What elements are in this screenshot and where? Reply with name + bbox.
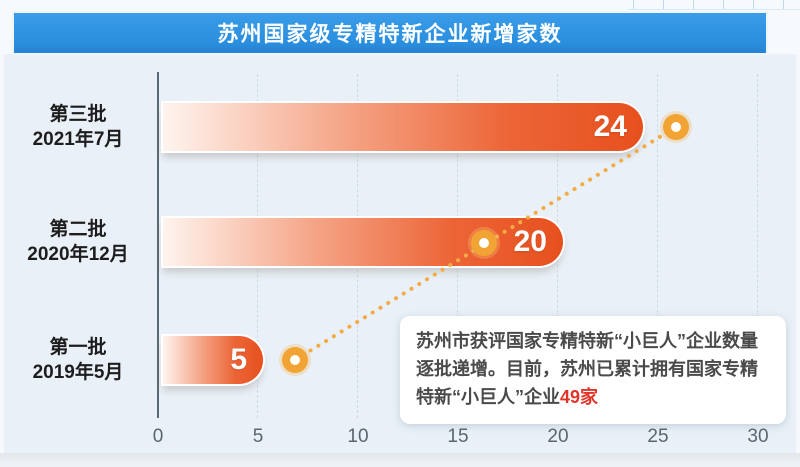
x-tick-15: 15 [447, 426, 469, 447]
bar-value-label: 24 [593, 110, 627, 143]
category-label-batch2: 第二批 2020年12月 [2, 217, 154, 267]
bar-batch1: 5 [163, 336, 263, 384]
annotation-highlight: 49家 [560, 386, 599, 407]
batch-name: 第二批 [49, 219, 107, 240]
trend-marker-batch3 [663, 114, 689, 140]
cropped-grid-artifact [628, 0, 800, 10]
gridline [757, 74, 758, 418]
batch-name: 第一批 [49, 337, 107, 358]
annotation-box: 苏州市获评国家专精特新“小巨人”企业数量逐批递增。目前，苏州已累计拥有国家专精特… [400, 316, 786, 424]
x-tick-30: 30 [747, 426, 769, 447]
bottom-strip [0, 453, 800, 467]
batch-date: 2020年12月 [27, 244, 129, 265]
annotation-text: 苏州市获评国家专精特新“小巨人”企业数量逐批递增。目前，苏州已累计拥有国家专精特… [416, 331, 758, 407]
category-label-batch3: 第三批 2021年7月 [2, 102, 154, 152]
bar-batch3: 24 [163, 103, 643, 151]
x-tick-5: 5 [252, 426, 264, 447]
trend-marker-batch2 [471, 230, 497, 256]
bar-value-label: 20 [513, 225, 547, 258]
y-axis-line [157, 72, 159, 418]
bar-batch2: 20 [163, 218, 563, 266]
batch-name: 第三批 [49, 104, 107, 125]
batch-date: 2019年5月 [32, 362, 124, 383]
batch-date: 2021年7月 [32, 129, 124, 150]
trend-marker-batch1 [282, 347, 308, 373]
chart-title-banner: 苏州国家级专精特新企业新增家数 [14, 13, 766, 53]
page-title: 苏州国家级专精特新企业新增家数 [217, 23, 563, 46]
x-tick-20: 20 [547, 426, 569, 447]
x-tick-10: 10 [347, 426, 369, 447]
category-label-batch1: 第一批 2019年5月 [2, 335, 154, 385]
bar-value-label: 5 [230, 343, 247, 376]
x-tick-25: 25 [647, 426, 669, 447]
x-tick-0: 0 [152, 426, 164, 447]
